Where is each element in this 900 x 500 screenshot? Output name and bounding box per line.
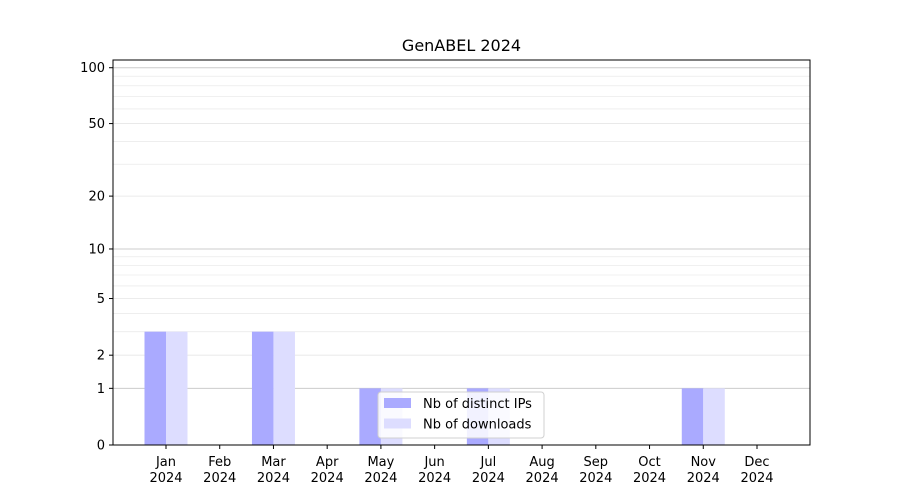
y-tick-label: 2 [97,349,105,364]
x-tick-label-year: 2024 [472,471,505,486]
bar-downloads [166,331,188,445]
bar-distinct-ips [251,331,274,445]
y-axis: 0 1 2 5 10 20 50 100 [80,61,113,454]
y-tick-label: 5 [97,292,105,307]
legend-swatch [384,418,411,429]
x-tick-label-year: 2024 [149,471,182,486]
x-tick-label-month: Feb [208,455,231,470]
x-tick-label-year: 2024 [203,471,236,486]
x-tick-label-year: 2024 [579,471,612,486]
x-tick-label-month: Aug [529,455,554,470]
bar-distinct-ips [144,331,166,445]
bar-downloads [703,388,725,445]
x-tick-label-year: 2024 [633,471,666,486]
y-tick-label: 1 [97,382,105,397]
bar-distinct-ips [681,388,704,445]
y-tick-label: 0 [97,439,105,454]
y-tick-label: 20 [88,190,105,205]
grid [113,67,810,389]
x-tick-label-month: Nov [691,455,717,470]
bar-downloads [273,331,295,445]
x-tick-label-year: 2024 [526,471,559,486]
x-tick-label-month: Apr [316,455,339,470]
x-tick-label-year: 2024 [687,471,720,486]
x-tick-label-month: Dec [744,455,769,470]
x-tick-label-year: 2024 [364,471,397,486]
x-tick-label-month: Jan [155,455,176,470]
y-tick-label: 50 [88,117,105,132]
x-tick-label-year: 2024 [311,471,344,486]
legend-label: Nb of distinct IPs [423,397,532,412]
x-tick-label-month: Oct [638,455,660,470]
x-tick-label-month: Sep [584,455,609,470]
legend: Nb of distinct IPs Nb of downloads [377,391,545,439]
x-tick-label-month: Jul [480,455,497,470]
x-tick-label-month: Mar [261,455,286,470]
plot-frame [112,59,811,446]
y-tick-label: 100 [80,61,105,76]
legend-box [377,391,545,439]
x-tick-label-year: 2024 [418,471,451,486]
legend-swatch [384,398,411,408]
bar-distinct-ips [359,388,381,445]
legend-label: Nb of downloads [423,418,532,433]
x-tick-label-year: 2024 [257,471,290,486]
chart-title: GenABEL 2024 [402,36,521,55]
x-tick-label-year: 2024 [740,471,773,486]
x-axis: Jan2024Feb2024Mar2024Apr2024May2024Jun20… [149,445,774,486]
y-tick-label: 10 [88,242,105,257]
x-tick-label-month: May [367,455,394,470]
x-tick-label-month: Jun [423,455,444,470]
